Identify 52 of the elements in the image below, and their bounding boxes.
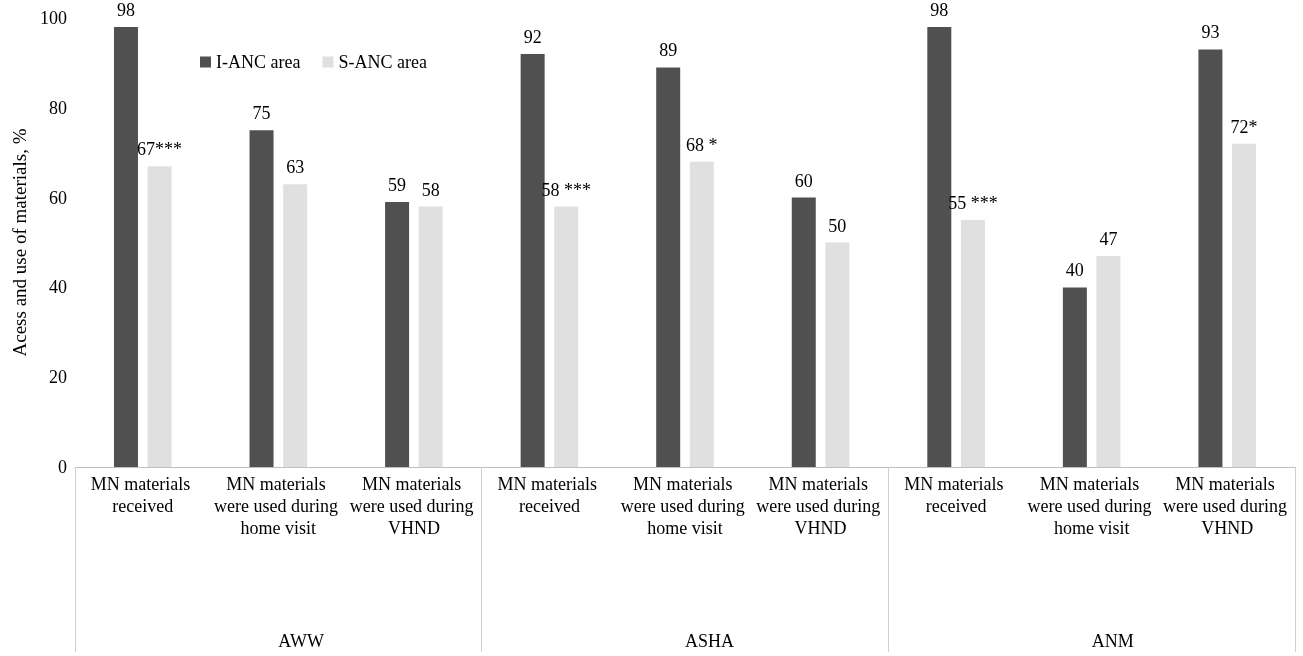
data-label: 93 bbox=[1201, 22, 1220, 43]
x-tick-label: MN materials were used during VHND bbox=[756, 474, 885, 538]
x-tick-label: MN materials were used during home visit bbox=[1027, 474, 1156, 538]
data-label: 63 bbox=[286, 157, 305, 178]
bar bbox=[147, 166, 172, 467]
data-label: 47 bbox=[1099, 228, 1118, 249]
data-label: 89 bbox=[659, 40, 678, 61]
y-tick-label: 40 bbox=[49, 277, 67, 298]
x-tick-label: MN materials were used during home visit bbox=[214, 474, 343, 538]
y-axis-title: Acess and use of materials, % bbox=[9, 128, 31, 357]
bar bbox=[1096, 255, 1121, 467]
data-label: 58 bbox=[421, 179, 440, 200]
x-tick-label: MN materials received bbox=[904, 474, 1009, 516]
bar bbox=[1232, 143, 1257, 467]
y-tick-label: 100 bbox=[40, 8, 67, 28]
x-tick-label: MN materials were used during home visit bbox=[620, 474, 750, 538]
bar bbox=[554, 206, 579, 467]
bar bbox=[249, 130, 274, 467]
y-tick-label: 60 bbox=[49, 187, 67, 208]
bar bbox=[1198, 49, 1223, 467]
data-label: 40 bbox=[1065, 260, 1084, 281]
bar bbox=[960, 220, 985, 467]
y-tick-label: 0 bbox=[58, 457, 67, 477]
x-tick-label: MN materials received bbox=[497, 474, 602, 516]
bar bbox=[385, 202, 410, 467]
bar bbox=[689, 161, 714, 467]
y-tick-label: 80 bbox=[49, 97, 67, 118]
legend-label: I-ANC area bbox=[216, 52, 301, 72]
data-label: 75 bbox=[252, 103, 271, 124]
text: ASHA bbox=[685, 631, 735, 651]
data-label: 72* bbox=[1230, 116, 1258, 137]
bar bbox=[791, 197, 816, 467]
x-tick-label: MN materials were used during VHND bbox=[349, 474, 479, 538]
text: AWW bbox=[278, 631, 324, 651]
bar bbox=[1062, 287, 1087, 467]
legend-label: S-ANC area bbox=[338, 52, 427, 72]
data-label: 60 bbox=[794, 170, 813, 191]
bar bbox=[825, 242, 850, 467]
x-tick-label: MN materials were used during VHND bbox=[1162, 474, 1292, 538]
data-label: 92 bbox=[523, 26, 542, 47]
bar bbox=[418, 206, 443, 467]
text: ANM bbox=[1091, 631, 1134, 651]
bar bbox=[656, 67, 681, 467]
bar bbox=[113, 26, 138, 467]
data-label: 50 bbox=[828, 215, 847, 236]
data-label: 59 bbox=[388, 175, 407, 196]
data-label: 98 bbox=[116, 0, 135, 20]
data-label: 68 * bbox=[686, 134, 718, 155]
data-label: 98 bbox=[930, 0, 949, 20]
bar bbox=[283, 184, 308, 467]
y-tick-label: 20 bbox=[49, 367, 67, 388]
x-tick-label: MN materials received bbox=[90, 474, 195, 516]
